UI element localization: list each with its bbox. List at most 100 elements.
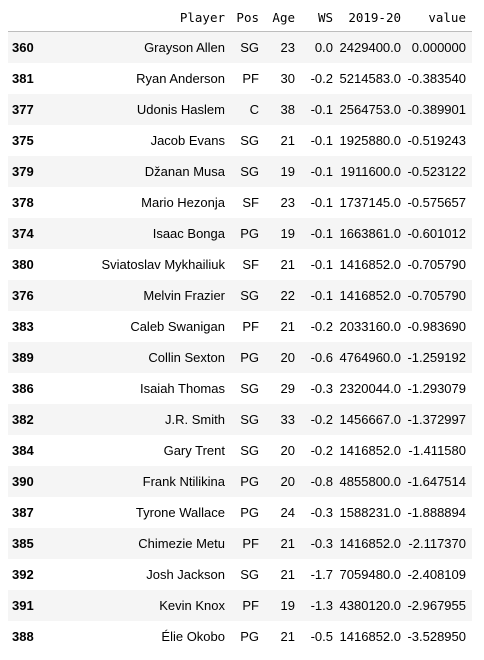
column-header-pos: Pos	[231, 4, 265, 32]
table-row: 380 Sviatoslav Mykhailiuk SF 21 -0.1 1416852.…	[8, 249, 472, 280]
cell-pos: PF	[242, 71, 259, 86]
cell-pos: SG	[240, 40, 259, 55]
table-row: 360 Grayson Allen SG 23 0.0 2429400.0 0.000000	[8, 31, 472, 63]
cell-salary: 2320044.0	[339, 381, 401, 396]
cell-salary: 5214583.0	[339, 71, 401, 86]
cell-salary: 7059480.0	[339, 567, 401, 582]
cell-pos: SG	[240, 288, 259, 303]
cell-salary: 2033160.0	[339, 319, 401, 334]
cell-ws: -0.1	[310, 102, 333, 117]
cell-age: 23	[280, 40, 295, 55]
cell-value: -0.383540	[407, 71, 466, 86]
table-row: 379 Džanan Musa SG 19 -0.1 1911600.0 -0.523122	[8, 156, 472, 187]
cell-value: -1.293079	[407, 381, 466, 396]
cell-value: -0.705790	[407, 288, 466, 303]
cell-pos: PG	[240, 226, 259, 241]
cell-ws: -0.1	[310, 195, 333, 210]
table-body: 360 Grayson Allen SG 23 0.0 2429400.0 0.000000…	[8, 31, 472, 652]
cell-age: 38	[280, 102, 295, 117]
cell-ws: -0.1	[310, 288, 333, 303]
row-index: 360	[12, 40, 34, 55]
cell-ws: -0.6	[310, 350, 333, 365]
cell-value: -1.888894	[407, 505, 466, 520]
table-row: 377 Udonis Haslem C 38 -0.1 2564753.0 -0.38990…	[8, 94, 472, 125]
cell-value: -2.967955	[407, 598, 466, 613]
cell-salary: 4855800.0	[339, 474, 401, 489]
row-index: 389	[12, 350, 34, 365]
cell-salary: 4764960.0	[339, 350, 401, 365]
cell-value: -0.523122	[407, 164, 466, 179]
cell-ws: -1.7	[310, 567, 333, 582]
cell-ws: -0.3	[310, 536, 333, 551]
table-row: 391 Kevin Knox PF 19 -1.3 4380120.0 -2.967955	[8, 590, 472, 621]
row-index: 388	[12, 629, 34, 644]
table-row: 387 Tyrone Wallace PG 24 -0.3 1588231.0 -1.888…	[8, 497, 472, 528]
cell-player: Caleb Swanigan	[130, 319, 225, 334]
cell-value: -0.983690	[407, 319, 466, 334]
cell-player: Grayson Allen	[144, 40, 225, 55]
cell-value: -1.259192	[407, 350, 466, 365]
cell-age: 21	[280, 629, 295, 644]
cell-value: -0.705790	[407, 257, 466, 272]
cell-player: Chimezie Metu	[138, 536, 225, 551]
cell-player: Sviatoslav Mykhailiuk	[101, 257, 225, 272]
cell-player: Isaiah Thomas	[139, 381, 225, 396]
row-index: 381	[12, 71, 34, 86]
cell-player: J.R. Smith	[165, 412, 225, 427]
table-row: 381 Ryan Anderson PF 30 -0.2 5214583.0 -0.3835…	[8, 63, 472, 94]
table-row: 384 Gary Trent SG 20 -0.2 1416852.0 -1.411580	[8, 435, 472, 466]
row-index: 380	[12, 257, 34, 272]
cell-value: -0.389901	[407, 102, 466, 117]
table-row: 374 Isaac Bonga PG 19 -0.1 1663861.0 -0.601012	[8, 218, 472, 249]
cell-age: 21	[280, 133, 295, 148]
cell-ws: 0.0	[314, 40, 333, 55]
cell-age: 33	[280, 412, 295, 427]
table-row: 382 J.R. Smith SG 33 -0.2 1456667.0 -1.372997	[8, 404, 472, 435]
cell-pos: PG	[240, 629, 259, 644]
cell-player: Tyrone Wallace	[135, 505, 225, 520]
cell-player: Josh Jackson	[146, 567, 225, 582]
cell-player: Jacob Evans	[150, 133, 225, 148]
cell-ws: -0.1	[310, 164, 333, 179]
cell-player: Džanan Musa	[144, 164, 225, 179]
cell-salary: 1416852.0	[339, 443, 401, 458]
cell-age: 19	[280, 226, 295, 241]
cell-age: 21	[280, 567, 295, 582]
cell-salary: 1456667.0	[339, 412, 401, 427]
cell-pos: PG	[240, 350, 259, 365]
row-index: 390	[12, 474, 34, 489]
cell-salary: 1911600.0	[340, 164, 402, 179]
cell-value: 0.000000	[411, 40, 466, 55]
column-header-age: Age	[265, 4, 301, 32]
cell-ws: -0.8	[310, 474, 333, 489]
cell-value: -2.408109	[407, 567, 466, 582]
cell-ws: -0.3	[310, 505, 333, 520]
table-row: 386 Isaiah Thomas SG 29 -0.3 2320044.0 -1.2930…	[8, 373, 472, 404]
cell-ws: -0.2	[310, 443, 333, 458]
cell-ws: -1.3	[310, 598, 333, 613]
row-index: 384	[12, 443, 34, 458]
cell-value: -0.575657	[407, 195, 466, 210]
cell-age: 19	[280, 598, 295, 613]
column-header-index	[8, 4, 56, 32]
cell-value: -3.528950	[407, 629, 466, 644]
cell-pos: C	[249, 102, 259, 117]
cell-pos: SG	[240, 412, 259, 427]
cell-pos: PF	[242, 536, 259, 551]
row-index: 378	[12, 195, 34, 210]
cell-salary: 1663861.0	[339, 226, 401, 241]
cell-value: -1.411580	[408, 443, 466, 458]
column-header-player: Player	[56, 4, 231, 32]
cell-ws: -0.2	[310, 412, 333, 427]
cell-player: Kevin Knox	[159, 598, 225, 613]
cell-ws: -0.5	[310, 629, 333, 644]
cell-salary: 1416852.0	[339, 536, 401, 551]
row-index: 382	[12, 412, 34, 427]
cell-age: 20	[280, 443, 295, 458]
row-index: 376	[12, 288, 34, 303]
row-index: 383	[12, 319, 34, 334]
cell-ws: -0.1	[310, 226, 333, 241]
column-header-value: value	[407, 4, 472, 32]
cell-salary: 1737145.0	[339, 195, 401, 210]
column-header-ws: WS	[301, 4, 339, 32]
